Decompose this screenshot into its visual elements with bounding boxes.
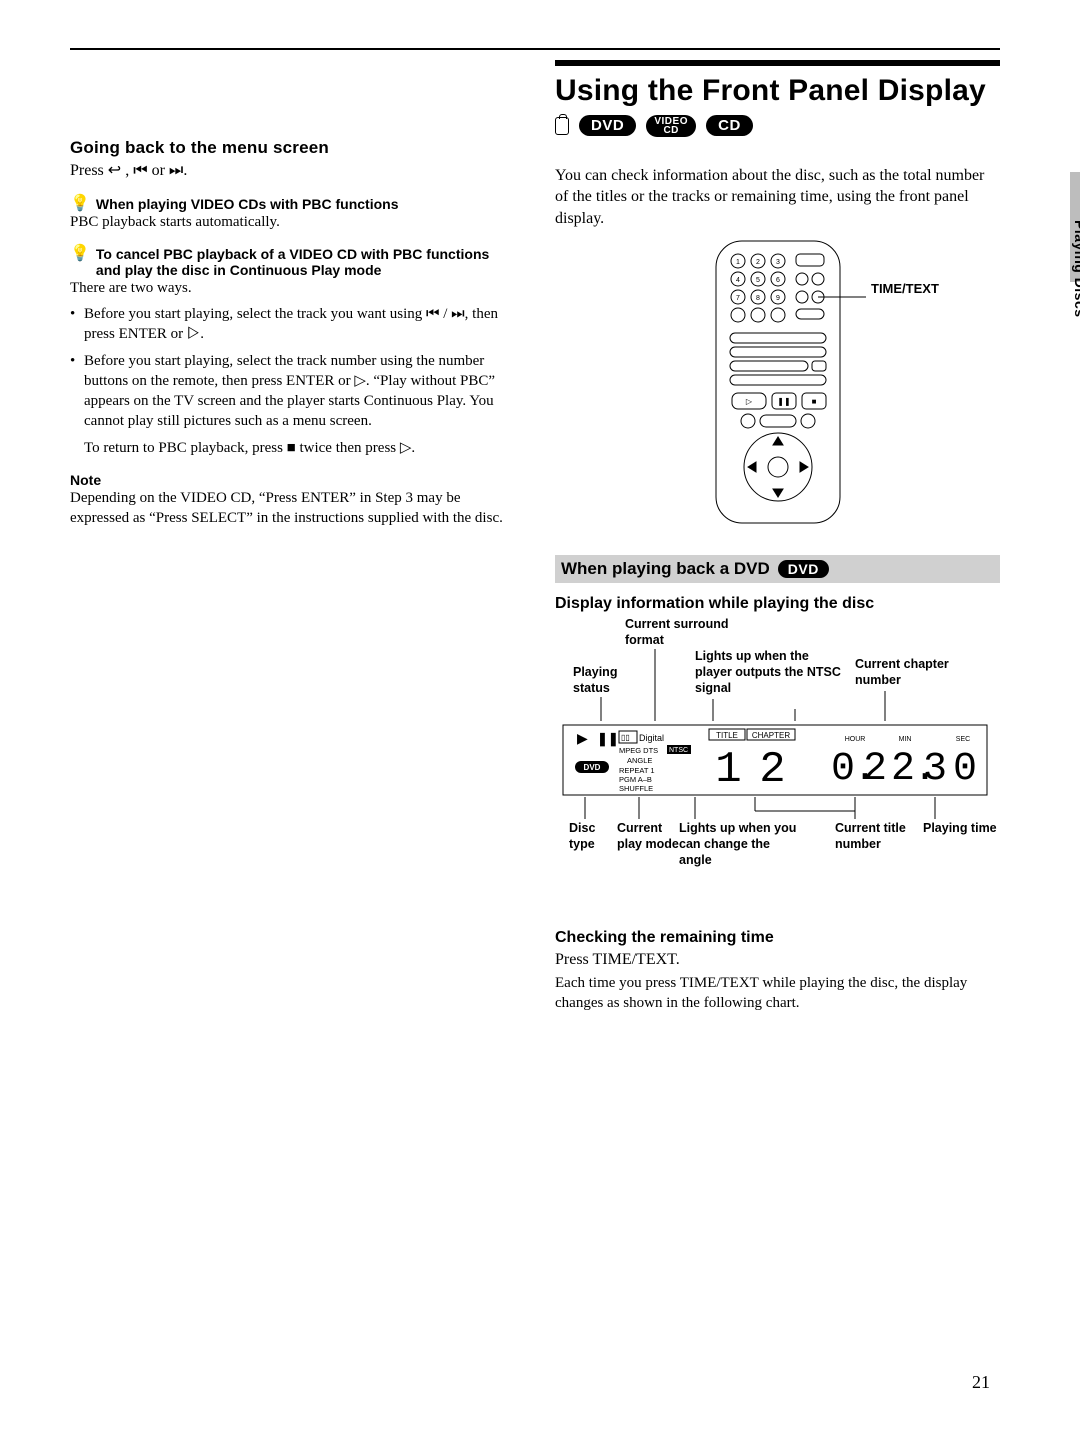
svg-text:2: 2 (759, 745, 783, 795)
badge-videocd-label: VIDEO CD (654, 117, 688, 135)
svg-text:5: 5 (756, 277, 760, 284)
tip-icon: 💡 (70, 196, 90, 212)
panel-labels-bottom: Disc type Current play mode Lights up wh… (555, 797, 1000, 907)
svg-text:0: 0 (831, 747, 853, 792)
page: Playing Discs Going back to the menu scr… (0, 0, 1080, 1441)
svg-text:TITLE: TITLE (716, 731, 738, 740)
note-heading: Note (70, 472, 515, 488)
svg-text:3: 3 (923, 747, 945, 792)
svg-text:▯▯: ▯▯ (621, 733, 630, 742)
next-icon: ⏭ (169, 162, 183, 179)
note-body: Depending on the VIDEO CD, “Press ENTER”… (70, 488, 515, 529)
svg-text:6: 6 (776, 277, 780, 284)
svg-text:PGM A–B: PGM A–B (619, 775, 652, 784)
check-body: Each time you press TIME/TEXT while play… (555, 973, 1000, 1014)
svg-text:DVD: DVD (584, 763, 601, 772)
press-or: or (152, 162, 169, 179)
svg-text:9: 9 (776, 295, 780, 302)
tip-2-bullets: Before you start playing, select the tra… (70, 304, 515, 432)
badge-cd: CD (706, 115, 753, 136)
sub-heading-display-info: Display information while playing the di… (555, 595, 1000, 613)
svg-text:❚❚: ❚❚ (777, 397, 790, 406)
svg-text:2: 2 (756, 259, 760, 266)
svg-text:3: 3 (776, 259, 780, 266)
svg-text:▷: ▷ (745, 397, 752, 406)
svg-text:SEC: SEC (956, 736, 970, 743)
svg-text:■: ■ (811, 397, 816, 406)
side-tab-label: Playing Discs (1072, 220, 1080, 318)
check-line: Press TIME/TEXT. (555, 949, 1000, 971)
label-disc-type: Disc type (569, 821, 619, 852)
title-rule (555, 60, 1000, 66)
label-play-mode: Current play mode (617, 821, 687, 852)
svg-text:1: 1 (715, 745, 740, 795)
right-column: Using the Front Panel Display DVD VIDEO … (555, 60, 1000, 1013)
svg-text:SHUFFLE: SHUFFLE (619, 784, 653, 793)
svg-text:0: 0 (953, 747, 975, 792)
svg-text:REPEAT 1: REPEAT 1 (619, 766, 655, 775)
svg-text:HOUR: HOUR (845, 736, 866, 743)
leader-lines-top (555, 613, 995, 723)
svg-text:MIN: MIN (899, 736, 912, 743)
svg-text:7: 7 (736, 295, 740, 302)
bullet-item: Before you start playing, select the tra… (70, 351, 515, 432)
svg-text:1: 1 (736, 259, 740, 266)
label-title-number: Current title number (835, 821, 935, 852)
return-icon: ↩ (108, 162, 121, 179)
svg-text:2: 2 (891, 747, 913, 792)
label-angle: Lights up when you can change the angle (679, 821, 799, 868)
section-bar-text: When playing back a DVD (561, 559, 770, 579)
heading-checking: Checking the remaining time (555, 929, 1000, 947)
left-column: Going back to the menu screen Press ↩ , … (70, 60, 515, 1013)
svg-text:NTSC: NTSC (669, 747, 688, 754)
svg-text:2: 2 (863, 747, 885, 792)
disc-badges: DVD VIDEO CD CD (555, 115, 1000, 137)
tip-2-intro: There are two ways. (70, 278, 515, 298)
top-rule (70, 48, 1000, 50)
timetext-label: TIME/TEXT (871, 281, 939, 296)
front-panel-display: ▶ ❚❚ ▯▯ Digital MPEG DTS NTSC ANGLE DVD … (555, 723, 995, 797)
remote-illustration: 1 2 3 4 5 6 7 8 9 (555, 237, 1000, 537)
press-comma: , (125, 162, 133, 179)
page-number: 21 (972, 1372, 990, 1393)
badge-videocd: VIDEO CD (646, 115, 696, 137)
press-line: Press ↩ , ⏮ or ⏭. (70, 160, 515, 182)
svg-text:8: 8 (756, 295, 760, 302)
press-prefix: Press (70, 162, 108, 179)
tip-1-body: PBC playback starts automatically. (70, 212, 515, 232)
panel-line-1: MPEG DTS (619, 746, 658, 755)
bullet-item: Before you start playing, select the tra… (70, 304, 515, 345)
panel-line-angle: ANGLE (627, 756, 652, 765)
page-title: Using the Front Panel Display (555, 74, 1000, 109)
svg-text:CHAPTER: CHAPTER (752, 731, 790, 740)
intro-text: You can check information about the disc… (555, 165, 1000, 230)
label-playing-time: Playing time (923, 821, 1013, 837)
svg-text:4: 4 (736, 277, 740, 284)
tip-2-title: To cancel PBC playback of a VIDEO CD wit… (96, 246, 515, 278)
section-bar: When playing back a DVD DVD (555, 555, 1000, 583)
badge-dvd: DVD (579, 115, 636, 136)
svg-text:Digital: Digital (639, 733, 664, 743)
tip-icon: 💡 (70, 246, 90, 262)
tip-1: 💡 When playing VIDEO CDs with PBC functi… (70, 196, 515, 212)
prev-icon: ⏮ (133, 162, 147, 179)
remote-icon (555, 117, 569, 135)
svg-text:❚❚: ❚❚ (597, 731, 619, 747)
tip-2: 💡 To cancel PBC playback of a VIDEO CD w… (70, 246, 515, 278)
tip-1-title: When playing VIDEO CDs with PBC function… (96, 196, 399, 212)
return-line: To return to PBC playback, press ■ twice… (70, 438, 515, 458)
svg-text:▶: ▶ (577, 730, 588, 746)
panel-labels-top: Current surround format Lights up when t… (555, 613, 1000, 723)
remote-svg: 1 2 3 4 5 6 7 8 9 (688, 237, 868, 527)
section-bar-badge: DVD (778, 560, 829, 578)
columns: Going back to the menu screen Press ↩ , … (70, 60, 1000, 1013)
heading-going-back: Going back to the menu screen (70, 138, 515, 158)
